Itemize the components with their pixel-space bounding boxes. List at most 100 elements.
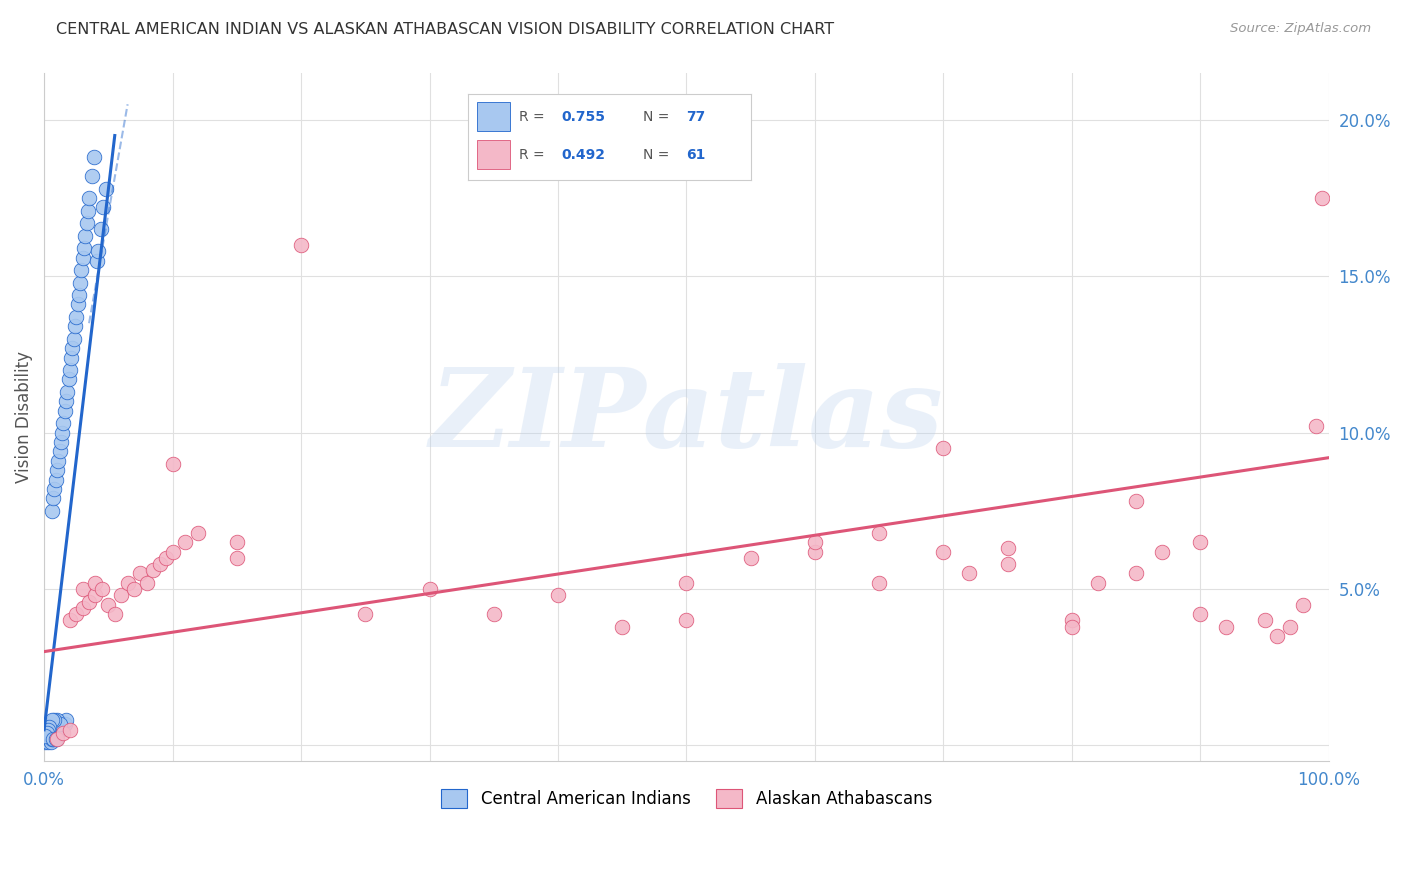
- Point: [44, 482, 66, 496]
- Point: [55, 394, 77, 409]
- Point: [46, 463, 69, 477]
- Point: [52, 417, 75, 431]
- Point: [1125, 494, 1147, 508]
- Point: [63, 319, 86, 334]
- Point: [73, 241, 96, 255]
- Point: [482, 607, 505, 621]
- Point: [49, 435, 72, 450]
- Point: [162, 544, 184, 558]
- Point: [290, 238, 312, 252]
- Point: [44, 714, 66, 728]
- Point: [1253, 613, 1275, 627]
- Point: [72, 251, 94, 265]
- Point: [162, 457, 184, 471]
- Point: [1267, 629, 1289, 643]
- Point: [1305, 419, 1327, 434]
- Point: [80, 169, 103, 184]
- Point: [46, 726, 69, 740]
- Point: [45, 729, 67, 743]
- Point: [72, 582, 94, 596]
- Point: [39, 729, 62, 743]
- Point: [41, 714, 63, 728]
- Point: [87, 244, 110, 259]
- Point: [76, 216, 98, 230]
- Text: ZIPatlas: ZIPatlas: [429, 363, 943, 471]
- Point: [52, 716, 75, 731]
- Point: [77, 594, 100, 608]
- Point: [84, 588, 107, 602]
- Point: [59, 363, 82, 377]
- Point: [38, 732, 60, 747]
- Point: [42, 723, 65, 737]
- Point: [90, 222, 112, 236]
- Point: [932, 442, 955, 456]
- Point: [39, 735, 62, 749]
- Point: [1312, 191, 1334, 205]
- Point: [1060, 619, 1083, 633]
- Point: [75, 228, 97, 243]
- Point: [612, 619, 634, 633]
- Point: [42, 716, 65, 731]
- Point: [868, 525, 890, 540]
- Point: [174, 535, 197, 549]
- Point: [90, 582, 112, 596]
- Point: [72, 600, 94, 615]
- Point: [117, 575, 139, 590]
- Point: [129, 566, 152, 581]
- Point: [51, 720, 73, 734]
- Point: [91, 201, 114, 215]
- Point: [45, 473, 67, 487]
- Point: [37, 726, 59, 740]
- Point: [35, 729, 58, 743]
- Point: [39, 723, 62, 737]
- Point: [41, 504, 63, 518]
- Point: [1189, 535, 1212, 549]
- Point: [60, 351, 83, 365]
- Point: [42, 732, 65, 747]
- Point: [46, 732, 69, 747]
- Point: [997, 557, 1019, 571]
- Point: [45, 716, 67, 731]
- Point: [41, 720, 63, 734]
- Point: [37, 729, 59, 743]
- Point: [46, 714, 69, 728]
- Point: [122, 582, 145, 596]
- Point: [804, 544, 827, 558]
- Point: [46, 723, 69, 737]
- Point: [51, 425, 73, 440]
- Point: [34, 735, 56, 749]
- Point: [1292, 598, 1315, 612]
- Point: [957, 566, 980, 581]
- Point: [1060, 613, 1083, 627]
- Point: [804, 535, 827, 549]
- Point: [69, 276, 91, 290]
- Point: [868, 575, 890, 590]
- Point: [94, 182, 117, 196]
- Point: [187, 525, 209, 540]
- Point: [58, 372, 80, 386]
- Point: [56, 384, 79, 399]
- Point: [41, 726, 63, 740]
- Point: [997, 541, 1019, 556]
- Point: [59, 613, 82, 627]
- Point: [59, 723, 82, 737]
- Point: [110, 588, 132, 602]
- Point: [547, 588, 569, 602]
- Point: [37, 723, 59, 737]
- Point: [83, 150, 105, 164]
- Point: [97, 598, 120, 612]
- Point: [45, 732, 67, 747]
- Point: [418, 582, 440, 596]
- Y-axis label: Vision Disability: Vision Disability: [15, 351, 32, 483]
- Point: [46, 454, 69, 468]
- Point: [44, 726, 66, 740]
- Point: [1150, 544, 1173, 558]
- Point: [84, 575, 107, 590]
- Point: [60, 341, 83, 355]
- Point: [41, 732, 63, 747]
- Point: [65, 310, 87, 324]
- Point: [66, 297, 89, 311]
- Point: [225, 550, 247, 565]
- Point: [155, 550, 177, 565]
- Point: [142, 563, 165, 577]
